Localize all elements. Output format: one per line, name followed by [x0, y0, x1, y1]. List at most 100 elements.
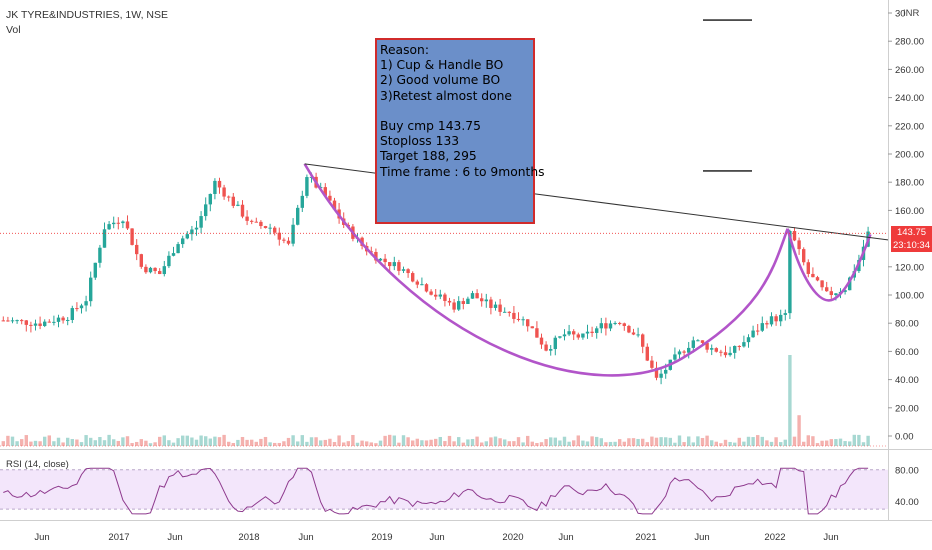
candle-body: [691, 340, 695, 348]
candle-body: [590, 331, 594, 333]
candle-body: [20, 320, 24, 322]
volume-bar: [544, 439, 548, 446]
annotation-line: Stoploss 133: [380, 134, 460, 149]
candle-body: [815, 277, 820, 281]
candle-body: [250, 220, 254, 222]
time-tick-label: 2017: [108, 532, 129, 543]
candle-body: [125, 221, 130, 229]
volume-bar: [599, 438, 603, 446]
candle-body: [829, 291, 833, 296]
candle-body: [268, 227, 272, 229]
volume-bar: [498, 438, 502, 446]
volume-label[interactable]: Vol: [6, 24, 21, 36]
candle-body: [604, 323, 608, 329]
volume-bar: [208, 438, 212, 446]
time-tick-label: Jun: [34, 532, 49, 543]
volume-bar: [52, 441, 56, 446]
volume-bar: [802, 441, 806, 446]
volume-bar: [668, 437, 672, 446]
candle-body: [107, 224, 111, 230]
volume-bar: [360, 440, 364, 446]
candle-body: [305, 177, 309, 196]
volume-bar: [834, 439, 838, 446]
annotation-box[interactable]: Reason: 1) Cup & Handle BO 2) Good volum…: [375, 38, 545, 224]
candle-body: [190, 229, 194, 235]
volume-bar: [815, 443, 820, 446]
candle-body: [461, 301, 465, 304]
volume-bar: [282, 441, 286, 446]
candle-body: [650, 360, 654, 368]
volume-bar: [848, 441, 852, 446]
candle-body: [130, 228, 134, 245]
volume-bar: [521, 442, 525, 446]
candle-body: [682, 351, 686, 353]
candle-body: [227, 196, 231, 198]
volume-bar: [779, 442, 783, 446]
price-tick-label: 180.00: [895, 178, 924, 189]
candle-body: [181, 238, 185, 245]
volume-bar: [107, 434, 111, 446]
volume-bar: [29, 441, 33, 446]
candle-body: [194, 227, 199, 230]
volume-bar: [797, 415, 801, 446]
annotation-line: Reason:: [380, 43, 429, 57]
candle-body: [645, 346, 649, 361]
volume-bar: [314, 437, 318, 446]
candle-body: [792, 230, 797, 241]
volume-bar: [84, 435, 88, 446]
candle-body: [746, 337, 751, 343]
candle-body: [553, 337, 557, 350]
volume-bar: [369, 442, 373, 446]
volume-bar: [171, 442, 176, 446]
candle-body: [66, 319, 70, 321]
volume-bar: [562, 436, 567, 446]
time-tick-label: 2021: [635, 532, 656, 543]
price-tick-label: 80.00: [895, 319, 919, 330]
volume-bar: [148, 443, 153, 446]
volume-bar: [296, 441, 300, 446]
volume-bar: [756, 435, 760, 446]
volume-bar: [98, 437, 102, 446]
volume-bar: [595, 436, 599, 446]
candle-body: [277, 232, 281, 240]
candle-body: [282, 239, 286, 241]
volume-bar: [742, 441, 746, 446]
volume-bar: [240, 436, 245, 446]
volume-bar: [162, 435, 166, 446]
candle-body: [659, 373, 663, 378]
volume-bar: [70, 439, 74, 446]
volume-bar: [429, 439, 433, 446]
volume-bar: [309, 437, 314, 446]
volume-bar: [457, 437, 461, 446]
time-tick-label: Jun: [823, 532, 838, 543]
candle-body: [438, 294, 442, 297]
volume-bar: [415, 438, 419, 446]
time-tick-label: Jun: [694, 532, 709, 543]
volume-bar: [388, 434, 392, 446]
rsi-label[interactable]: RSI (14, close): [6, 459, 69, 470]
candle-body: [38, 323, 42, 326]
time-tick-label: Jun: [429, 532, 444, 543]
candle-body: [576, 334, 580, 338]
volume-bar: [305, 441, 309, 446]
price-tick-label: 30: [895, 9, 906, 20]
symbol-title[interactable]: JK TYRE&INDUSTRIES, 1W, NSE: [6, 9, 169, 21]
volume-bar: [277, 442, 281, 446]
candle-body: [696, 340, 700, 342]
candle-body: [526, 319, 530, 327]
candle-body: [714, 348, 718, 352]
candle-body: [415, 281, 419, 285]
volume-bar: [6, 435, 10, 446]
volume-bar: [627, 438, 631, 446]
candle-body: [774, 316, 778, 322]
candle-body: [254, 221, 258, 223]
candle-body: [332, 200, 337, 210]
volume-bar: [493, 436, 498, 446]
volume-bar: [66, 437, 70, 446]
price-tick-label: 280.00: [895, 37, 924, 48]
candle-body: [765, 323, 769, 325]
candle-body: [388, 262, 392, 267]
volume-bar: [351, 434, 355, 446]
volume-bar: [411, 440, 415, 446]
